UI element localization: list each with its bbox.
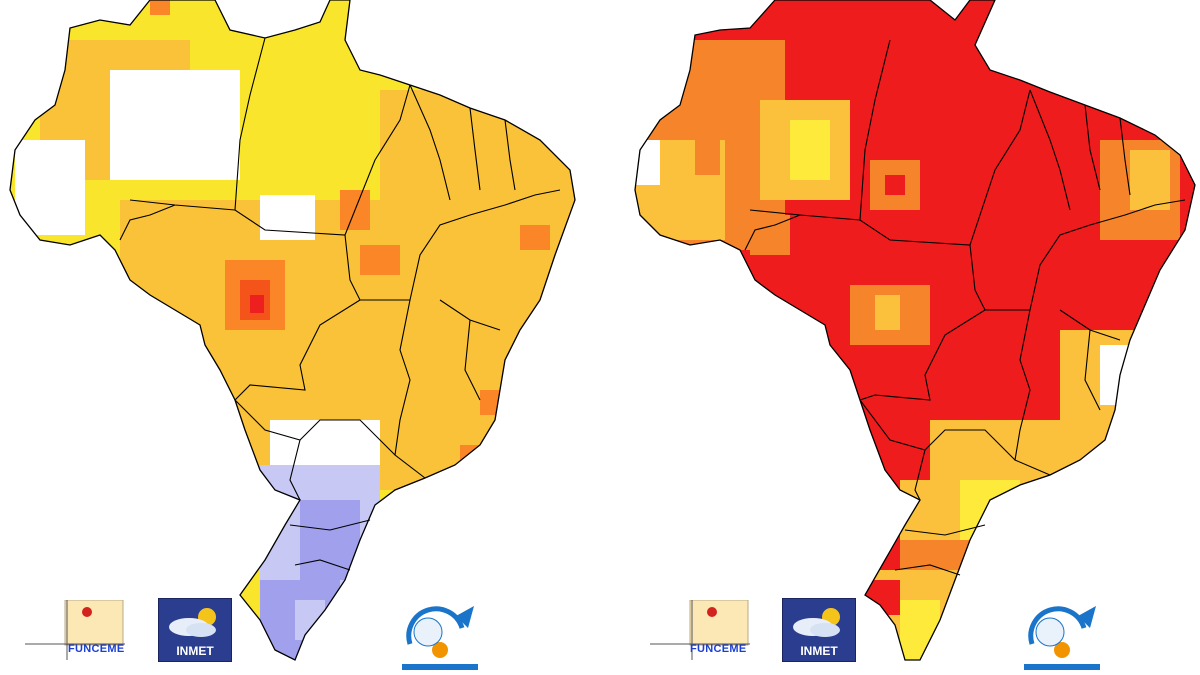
inpe-logo xyxy=(1024,606,1100,670)
inpe-logo xyxy=(402,606,478,670)
left-map-panel: FUNCEME INMET xyxy=(9,0,576,672)
weather-cloud-sun-icon xyxy=(169,608,216,637)
funceme-logo xyxy=(650,600,750,660)
weather-cloud-sun-icon xyxy=(793,608,840,637)
inmet-logo: INMET xyxy=(782,598,856,662)
inmet-logo: INMET xyxy=(158,598,232,662)
funceme-logo-text: FUNCEME xyxy=(68,643,125,655)
left-map-caption xyxy=(128,668,468,672)
right-map-panel: FUNCEME INMET xyxy=(600,0,1200,675)
inmet-logo-text: INMET xyxy=(176,644,214,658)
funceme-logo xyxy=(25,600,125,660)
funceme-logo-text: FUNCEME xyxy=(690,643,747,655)
brazil-map-left xyxy=(9,0,576,661)
inmet-logo-text: INMET xyxy=(800,644,838,658)
brazil-map-right xyxy=(634,0,1196,661)
